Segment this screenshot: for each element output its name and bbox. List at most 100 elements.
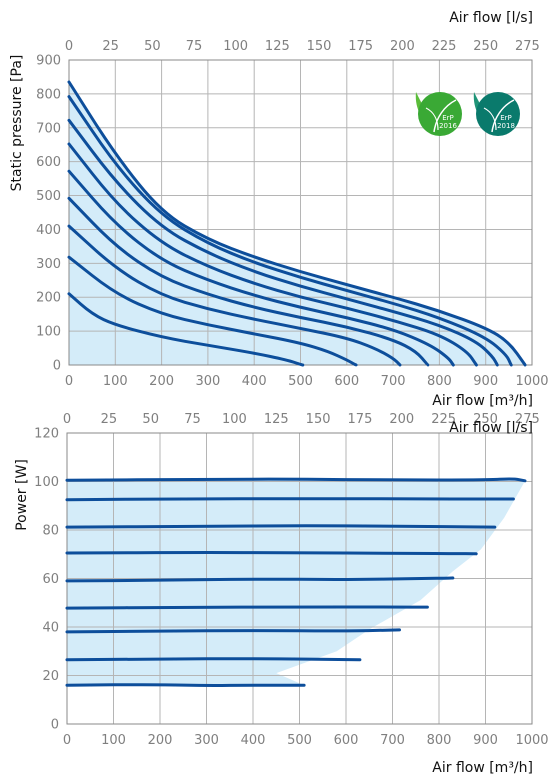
power-curve-3 — [65, 628, 401, 634]
erp-2018-badge: ErP 2018 — [473, 92, 520, 136]
power-chart: 0 100 200 300 400 500 600 700 800 900 1000 0204060… — [14, 412, 549, 776]
power-y-tick-label: 100 — [34, 475, 59, 490]
power-y-tick-label: 40 — [42, 621, 59, 636]
power-curve-8 — [65, 497, 515, 502]
pressure-x2-tick-label: 150 — [307, 39, 332, 54]
pressure-operating-area — [69, 82, 526, 365]
pressure-x-tick-label: 900 — [473, 374, 498, 389]
power-curve-7 — [65, 524, 497, 529]
pressure-x2-tick-label: 200 — [390, 39, 415, 54]
power-x-tick-label: 200 — [148, 733, 173, 748]
power-plot-frame — [66, 432, 533, 725]
pressure-curve-8 — [67, 95, 513, 367]
power-y-tick-label: 20 — [42, 669, 59, 684]
pressure-y-tick-label: 300 — [36, 257, 61, 272]
erp-2018-badge-year: 2018 — [497, 122, 515, 130]
pressure-x2-tick-label: 0 — [65, 39, 73, 54]
power-curve-1 — [65, 683, 306, 687]
power-x-tick-label: 500 — [287, 733, 312, 748]
pressure-x2-ticks: 0 25 50 75 100 125 150 175 200 225 250 275 — [65, 39, 540, 54]
pressure-x2-tick-label: 25 — [102, 39, 119, 54]
pressure-curve-6 — [67, 142, 478, 367]
power-y-tick-label: 120 — [34, 427, 59, 442]
pressure-curve-4 — [67, 196, 430, 367]
pressure-y-ticks: 0 100 200 300 400 500 600 700 800 900 — [36, 54, 61, 374]
power-x-ticks: 0 100 200 300 400 500 600 700 800 900 1000 — [63, 733, 549, 748]
power-y-tick-label: 60 — [42, 572, 59, 587]
pressure-y-tick-label: 900 — [36, 54, 61, 69]
pressure-x-tick-label: 1000 — [515, 374, 548, 389]
pressure-x-ticks: 0 100 200 300 400 500 600 700 800 900 1000 — [65, 374, 549, 389]
power-x-tick-label: 900 — [473, 733, 498, 748]
power-x-tick-label: 400 — [241, 733, 266, 748]
power-x-tick-label: 300 — [194, 733, 219, 748]
pressure-curve-3 — [67, 224, 402, 367]
erp-2018-badge-label: ErP — [500, 114, 512, 122]
power-curves — [65, 477, 527, 687]
power-x-tick-label: 0 — [63, 733, 71, 748]
power-x-tick-label: 100 — [101, 733, 126, 748]
power-x-axis-title: Air flow [m³/h] — [432, 760, 533, 776]
pressure-y-tick-label: 500 — [36, 189, 61, 204]
power-x2-tick-label: 150 — [306, 412, 331, 427]
power-operating-area — [67, 479, 525, 686]
pressure-curve-7 — [67, 118, 499, 367]
pressure-x2-tick-label: 275 — [515, 39, 540, 54]
pressure-x-tick-label: 0 — [65, 374, 73, 389]
pressure-x-tick-label: 800 — [427, 374, 452, 389]
power-x2-tick-label: 0 — [63, 412, 71, 427]
pressure-curves — [67, 80, 527, 367]
power-x2-tick-label: 175 — [348, 412, 373, 427]
erp-2016-badge: ErP 2016 — [415, 92, 462, 136]
power-curve-2 — [65, 657, 362, 662]
power-curve-4 — [65, 605, 429, 610]
power-x2-tick-label: 50 — [142, 412, 159, 427]
pressure-chart: 0 100 200 300 400 500 600 700 800 900 1000 0100200… — [9, 10, 549, 409]
pressure-y-tick-label: 0 — [53, 359, 61, 374]
power-x-tick-label: 800 — [427, 733, 452, 748]
power-x-tick-label: 700 — [380, 733, 405, 748]
pressure-x2-tick-label: 100 — [223, 39, 248, 54]
pressure-y-axis-title: Static pressure [Pa] — [9, 55, 25, 192]
power-x2-tick-label: 25 — [101, 412, 118, 427]
power-x2-ticks: 0 25 50 75 100 125 150 175 200 225 250 275 — [63, 412, 540, 427]
pressure-y-tick-label: 400 — [36, 223, 61, 238]
pressure-x-tick-label: 500 — [288, 374, 313, 389]
pressure-x-axis-title: Air flow [m³/h] — [432, 393, 533, 409]
pressure-y-tick-label: 200 — [36, 291, 61, 306]
power-x-tick-label: 600 — [334, 733, 359, 748]
power-x2-axis-title: Air flow [l/s] — [449, 420, 533, 436]
power-y-axis-title: Power [W] — [14, 459, 30, 531]
erp-2016-badge-label: ErP — [442, 114, 454, 122]
pressure-x2-tick-label: 75 — [186, 39, 203, 54]
pressure-curve-2 — [67, 255, 358, 367]
pressure-x2-tick-label: 125 — [265, 39, 290, 54]
pressure-x2-tick-label: 50 — [144, 39, 161, 54]
pressure-x-tick-label: 200 — [149, 374, 174, 389]
power-curve-5 — [65, 576, 455, 583]
power-x-tick-label: 1000 — [515, 733, 548, 748]
power-y-tick-label: 0 — [51, 718, 59, 733]
power-x2-tick-label: 250 — [473, 412, 498, 427]
power-x2-tick-label: 200 — [389, 412, 414, 427]
pressure-x2-tick-label: 250 — [473, 39, 498, 54]
power-x2-tick-label: 275 — [515, 412, 540, 427]
pressure-curve-1 — [67, 292, 305, 367]
power-y-ticks: 0 20 40 60 80 100 120 — [34, 427, 59, 733]
power-x2-tick-label: 100 — [222, 412, 247, 427]
pressure-curve-9 — [67, 80, 527, 367]
pressure-x2-tick-label: 175 — [348, 39, 373, 54]
pressure-y-tick-label: 700 — [36, 121, 61, 136]
power-curve-6 — [65, 550, 478, 556]
pressure-curve-5 — [67, 169, 455, 367]
power-curve-9 — [65, 477, 527, 483]
pressure-x-tick-label: 600 — [334, 374, 359, 389]
erp-2016-badge-year: 2016 — [439, 122, 457, 130]
power-x2-tick-label: 75 — [184, 412, 201, 427]
pressure-x-tick-label: 700 — [381, 374, 406, 389]
pressure-x2-tick-label: 225 — [432, 39, 457, 54]
pressure-x-tick-label: 300 — [195, 374, 220, 389]
pressure-x-tick-label: 400 — [242, 374, 267, 389]
pressure-x2-axis-title: Air flow [l/s] — [449, 10, 533, 26]
